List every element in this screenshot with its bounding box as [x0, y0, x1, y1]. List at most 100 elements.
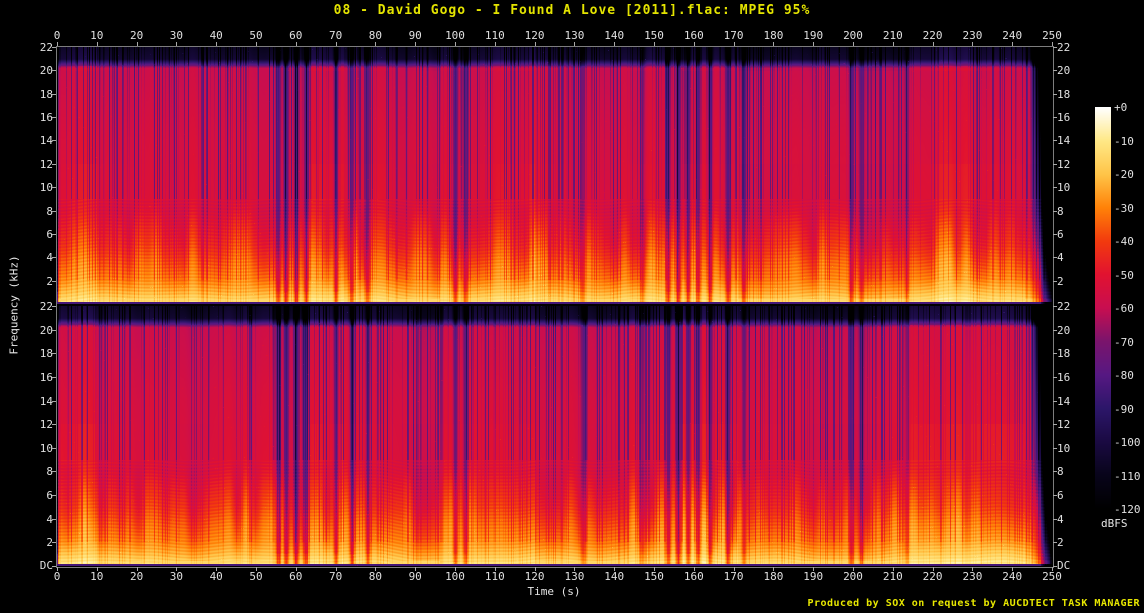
time-tick-label: 40 — [209, 29, 223, 42]
spectrogram-channel-2 — [57, 306, 1052, 566]
time-tick-label: 230 — [962, 29, 983, 42]
freq-tick-label: DC — [1057, 559, 1071, 572]
freq-tick — [1053, 233, 1057, 235]
time-tick-label: 120 — [524, 570, 545, 583]
time-tick-label: 220 — [922, 570, 943, 583]
freq-tick — [1053, 376, 1057, 378]
time-tick-label: 30 — [169, 29, 184, 42]
time-tick-label: 210 — [882, 29, 903, 42]
freq-tick — [1053, 471, 1057, 473]
freq-tick-label: 2 — [1057, 536, 1064, 550]
time-tick — [256, 42, 257, 46]
freq-tick — [52, 140, 56, 142]
time-tick — [693, 42, 695, 46]
time-tick-label: 40 — [209, 570, 223, 583]
time-tick — [375, 567, 377, 571]
time-tick-label: 220 — [922, 29, 943, 42]
time-tick — [96, 567, 98, 571]
freq-tick-label: 18 — [1057, 347, 1071, 361]
freq-tick — [52, 70, 56, 72]
freq-tick — [1053, 542, 1057, 544]
time-tick-label: 100 — [445, 29, 465, 42]
time-tick — [574, 42, 576, 46]
freq-tick-label: 16 — [1057, 370, 1071, 384]
freq-tick — [52, 353, 56, 355]
freq-tick — [1053, 93, 1057, 95]
time-tick — [534, 42, 536, 46]
freq-tick-label: 8 — [1057, 465, 1064, 479]
time-tick-label: 110 — [484, 29, 505, 42]
time-tick — [96, 42, 98, 46]
freq-tick-label: 20 — [1057, 323, 1071, 337]
freq-tick-label: 12 — [1057, 157, 1071, 171]
time-tick — [892, 567, 894, 571]
time-tick-label: 70 — [328, 570, 343, 583]
freq-tick-label: 18 — [39, 87, 53, 101]
freq-tick — [1053, 280, 1057, 282]
time-tick-label: 80 — [368, 29, 383, 42]
freq-tick — [1053, 47, 1057, 48]
time-tick-label: 10 — [90, 570, 104, 583]
freq-tick-label: 12 — [39, 157, 53, 171]
freq-tick-label: 14 — [39, 394, 53, 408]
freq-tick-label: 18 — [39, 347, 53, 361]
time-tick-label: 140 — [604, 570, 625, 583]
time-tick-label: 190 — [803, 29, 824, 42]
time-tick-label: 130 — [564, 570, 585, 583]
freq-tick-label: 22 — [39, 300, 53, 313]
time-tick-label: 70 — [328, 29, 343, 42]
time-tick-label: 230 — [962, 570, 983, 583]
freq-tick — [1053, 518, 1057, 520]
time-tick — [256, 567, 257, 571]
time-tick-label: 190 — [803, 570, 824, 583]
time-tick-label: 250 — [1042, 570, 1062, 583]
time-tick — [455, 567, 456, 571]
colorbar-tick-label: -80 — [1114, 369, 1134, 382]
time-tick — [614, 567, 616, 571]
freq-tick-label: 8 — [46, 465, 53, 479]
time-tick — [415, 42, 417, 46]
time-tick — [972, 42, 974, 46]
freq-tick — [1053, 424, 1057, 426]
time-tick — [136, 42, 138, 46]
freq-tick-label: 4 — [46, 251, 53, 265]
time-tick — [57, 567, 58, 571]
time-tick-label: 210 — [882, 570, 903, 583]
time-tick-label: 60 — [289, 29, 303, 42]
time-tick — [853, 42, 854, 46]
freq-tick-label: 8 — [1057, 204, 1064, 218]
colorbar-tick-label: -90 — [1114, 402, 1134, 416]
freq-tick — [52, 495, 56, 497]
freq-tick — [1053, 70, 1057, 72]
time-tick-label: 100 — [445, 570, 465, 583]
time-tick-label: 50 — [249, 29, 263, 42]
freq-tick — [1053, 140, 1057, 142]
freq-tick — [52, 280, 56, 282]
time-tick — [972, 567, 974, 571]
time-tick — [733, 42, 735, 46]
freq-tick — [1053, 210, 1057, 212]
time-tick — [932, 42, 934, 46]
freq-tick-label: 6 — [1057, 227, 1064, 241]
freq-tick — [1053, 495, 1057, 497]
time-tick-label: 90 — [408, 29, 422, 42]
time-tick — [1052, 42, 1053, 46]
freq-tick — [1053, 257, 1057, 259]
freq-tick — [1053, 566, 1057, 567]
time-tick-label: 130 — [564, 29, 585, 42]
time-tick — [574, 567, 576, 571]
time-tick — [176, 567, 178, 571]
freq-tick — [52, 542, 56, 544]
freq-tick — [1053, 187, 1057, 189]
time-tick-label: 150 — [644, 29, 664, 42]
freq-tick — [52, 329, 56, 331]
freq-tick — [52, 400, 56, 402]
time-tick — [494, 42, 496, 46]
colorbar — [1095, 107, 1111, 509]
time-tick — [614, 42, 616, 46]
time-tick — [295, 42, 297, 46]
time-tick — [375, 42, 377, 46]
time-tick-label: 200 — [843, 570, 863, 583]
time-tick — [853, 567, 854, 571]
time-tick — [216, 42, 218, 46]
